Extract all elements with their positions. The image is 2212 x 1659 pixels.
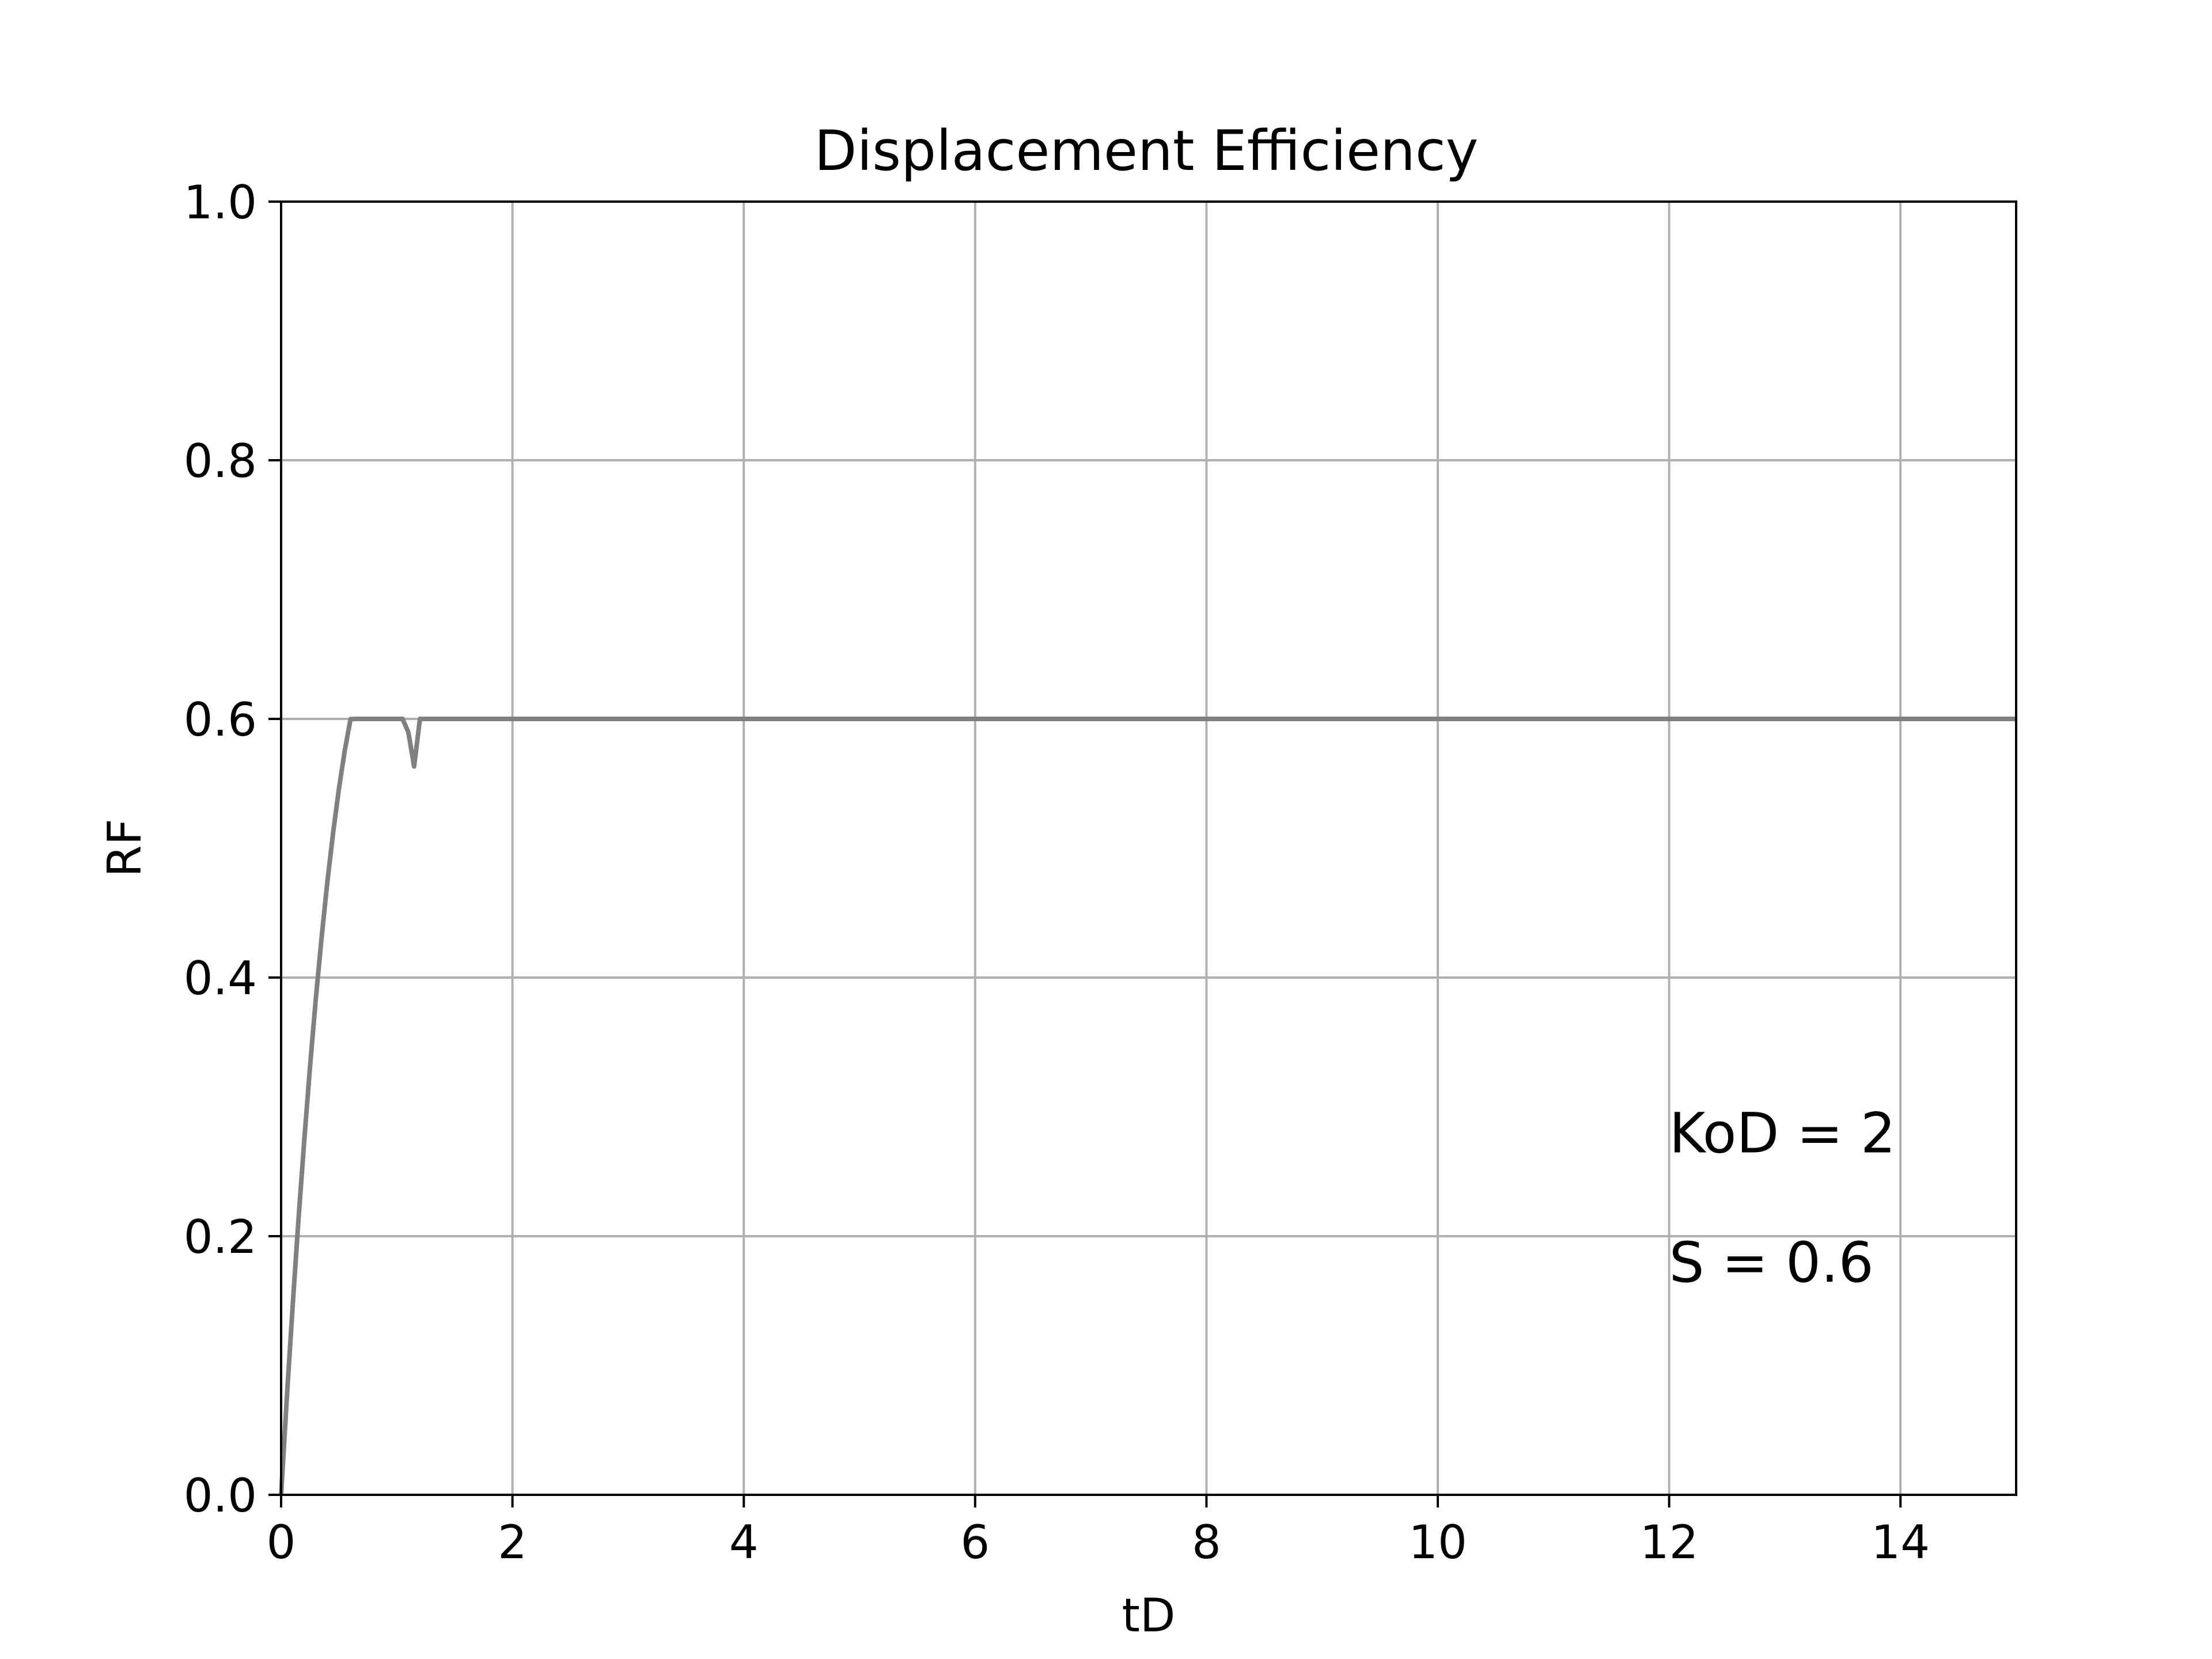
y-tick-label: 0.0 [184, 1469, 257, 1522]
annotation-layer: KoD = 2 S = 0.6 [1669, 1101, 1896, 1294]
series-layer [279, 717, 2016, 1495]
x-tick-label: 8 [1192, 1516, 1221, 1569]
x-tick-label: 10 [1408, 1516, 1467, 1569]
y-axis-label: RF [98, 819, 151, 877]
plot-frame [280, 200, 2017, 1496]
y-tick-label: 0.6 [184, 693, 257, 747]
y-tick-label: 0.8 [184, 434, 257, 488]
annotation-text: S = 0.6 [1669, 1230, 1874, 1295]
x-tick-label: 2 [498, 1516, 527, 1569]
series-line [279, 717, 2016, 1495]
y-tick-label: 1.0 [184, 176, 257, 229]
annotation-text: KoD = 2 [1669, 1101, 1896, 1165]
tick-layer: 0 2 4 6 8 10 12 14 0.0 0.2 0.4 0.6 0.8 1.0 [184, 176, 1930, 1569]
x-tick-label: 6 [960, 1516, 990, 1569]
x-axis-label: tD [1122, 1589, 1176, 1642]
x-tick-label: 12 [1640, 1516, 1699, 1569]
x-tick-label: 0 [267, 1516, 296, 1569]
y-tick-label: 0.4 [184, 952, 257, 1005]
grid-layer [280, 200, 2016, 1496]
chart-title: Displacement Efficiency [815, 119, 1479, 183]
x-tick-label: 4 [729, 1516, 759, 1569]
y-tick-label: 0.2 [184, 1210, 257, 1264]
x-tick-label: 14 [1871, 1516, 1930, 1569]
